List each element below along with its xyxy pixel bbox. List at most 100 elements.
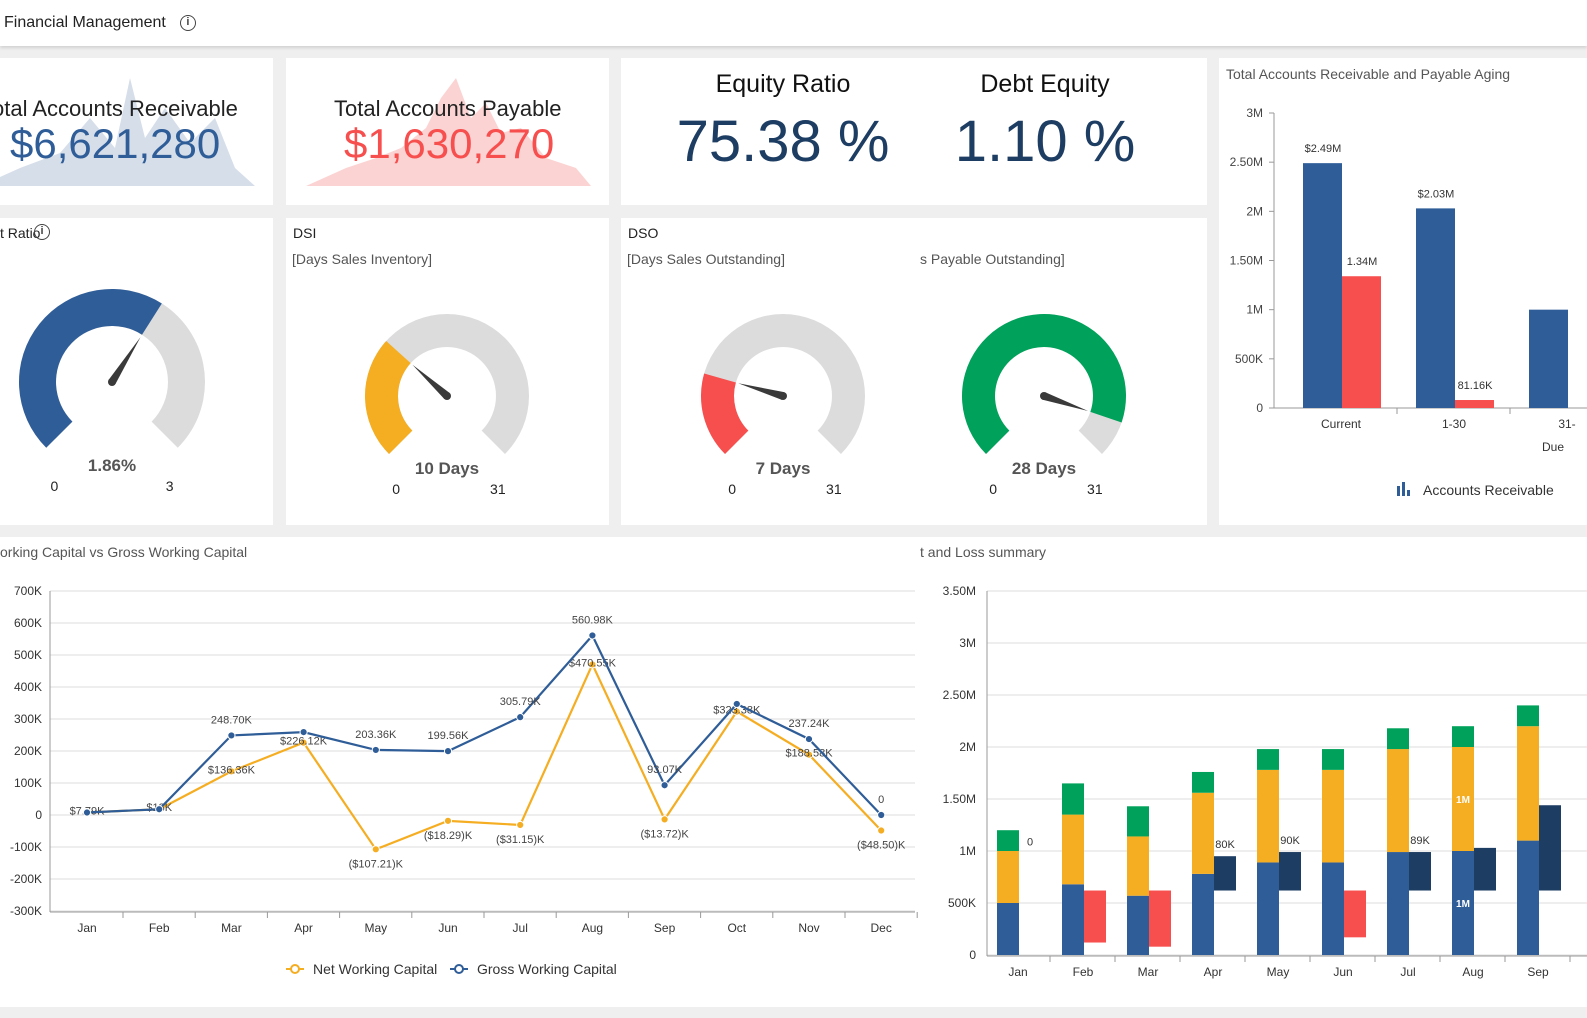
data-label: ($13.72)K [640, 828, 689, 840]
data-point [299, 738, 308, 747]
data-label: ($107.21)K [349, 858, 404, 870]
x-tick-label: Jul [1400, 965, 1415, 979]
data-label: 1M [1456, 899, 1470, 910]
stacked-bar-segment [1387, 728, 1409, 750]
stacked-bar-segment [1387, 852, 1409, 955]
y-tick-label: 200K [14, 744, 42, 758]
data-point [588, 631, 597, 640]
data-point [588, 660, 597, 669]
data-label: 305.79K [500, 696, 542, 708]
y-tick-label: 500K [948, 896, 976, 910]
legend-marker-icon [454, 964, 464, 974]
stacked-bar-segment [1257, 862, 1279, 955]
stacked-bar-segment [1322, 769, 1344, 863]
y-tick-label: 2.50M [1230, 155, 1263, 169]
data-point [371, 745, 380, 755]
info-icon[interactable]: i [179, 15, 196, 31]
x-tick-label: Jan [77, 921, 96, 935]
floating-bar [1084, 890, 1106, 943]
stacked-bar-segment [1127, 806, 1149, 837]
payable-sparkline [306, 78, 591, 186]
legend-label: Accounts Receivable [1423, 482, 1554, 498]
x-tick-label: May [1267, 965, 1290, 979]
receivable-card: otal Accounts Receivable $6,621,280 [0, 58, 273, 205]
y-tick-label: 400K [14, 680, 42, 694]
equity-ratio-value: 75.38 % [676, 109, 890, 174]
y-tick-label: -200K [10, 872, 42, 886]
y-tick-label: 1M [959, 844, 976, 858]
data-point [732, 699, 741, 709]
y-tick-label: 1.50M [943, 792, 976, 806]
floating-bar [1214, 856, 1236, 891]
data-label: 237.24K [789, 718, 831, 730]
gauge-title: t Ratio [0, 225, 41, 241]
stacked-bar-segment [1517, 840, 1539, 955]
aging-chart: 0 500K 1M 1.50M 2M 2.50M 3M Current $2.49M 1.34M 1… [1230, 106, 1587, 498]
x-axis-label: Due [1542, 440, 1564, 454]
stacked-bar-segment [1452, 851, 1474, 955]
x-tick-label: Sep [1527, 965, 1549, 979]
x-tick-label: Mar [221, 921, 242, 935]
floating-bar [1344, 890, 1366, 938]
data-point [82, 808, 92, 817]
data-label: 0 [878, 794, 884, 806]
bar [1303, 163, 1342, 408]
data-label: $136.36K [208, 764, 256, 776]
legend-label: Net Working Capital [313, 961, 437, 977]
bar [1455, 400, 1494, 408]
data-label: ($48.50)K [857, 840, 906, 852]
data-point [877, 810, 886, 820]
receivable-title: otal Accounts Receivable [0, 96, 238, 121]
x-tick-label: Sep [654, 921, 676, 935]
y-tick-label: 2M [959, 740, 976, 754]
equity-ratio-title: Equity Ratio [715, 70, 851, 98]
stacked-bar-segment [1192, 792, 1214, 874]
x-tick-label: Jul [513, 921, 528, 935]
x-tick-label: Current [1321, 417, 1362, 431]
data-label: 89K [1410, 835, 1430, 847]
payable-card: Total Accounts Payable $1,630,270 [286, 58, 609, 205]
data-point [516, 820, 525, 830]
stacked-bar-segment [997, 830, 1019, 851]
y-tick-label: 700K [14, 584, 42, 598]
data-label: $226.12K [280, 736, 328, 748]
stacked-bar-segment [1062, 783, 1084, 815]
x-tick-label: Aug [582, 921, 603, 935]
y-tick-label: 1.50M [1230, 254, 1263, 268]
x-tick-label: Dec [871, 921, 892, 935]
stacked-bar-segment [997, 903, 1019, 955]
x-tick-label: Nov [798, 921, 819, 935]
floating-bar [1539, 805, 1561, 891]
legend-marker-icon [290, 964, 300, 974]
legend-bar-icon [1407, 490, 1410, 496]
legend-label: Gross Working Capital [477, 961, 617, 977]
floating-bar [1474, 847, 1496, 891]
data-label: 560.98K [572, 614, 614, 626]
y-tick-label: 0 [1256, 401, 1263, 415]
data-point [804, 734, 814, 744]
x-tick-label: Jun [1333, 965, 1352, 979]
aging-title: Total Accounts Receivable and Payable Ag… [1226, 66, 1511, 82]
gauge-subtitle: s Payable Outstanding] [920, 251, 1065, 267]
data-point [443, 747, 453, 756]
gauge-title: DSI [293, 225, 317, 241]
data-point [371, 845, 380, 854]
x-tick-label: Apr [294, 921, 313, 935]
pl-title: t and Loss summary [920, 544, 1047, 560]
info-icon[interactable]: i [34, 224, 50, 240]
stacked-bar-segment [1517, 705, 1539, 727]
stacked-bar-segment [1192, 771, 1214, 793]
stacked-bar-segment [1452, 726, 1474, 747]
x-tick-label: Feb [149, 921, 170, 935]
data-label: 1.34M [1347, 256, 1378, 268]
data-point [516, 713, 525, 722]
stacked-bar-segment [997, 851, 1019, 903]
data-label: 248.70K [211, 714, 253, 726]
debt-equity-value: 1.10 % [954, 109, 1136, 174]
bar [1342, 276, 1381, 408]
receivable-sparkline [0, 78, 255, 186]
data-label: 203.36K [355, 729, 397, 741]
data-label: ($31.15)K [496, 834, 545, 846]
data-point [299, 728, 308, 737]
